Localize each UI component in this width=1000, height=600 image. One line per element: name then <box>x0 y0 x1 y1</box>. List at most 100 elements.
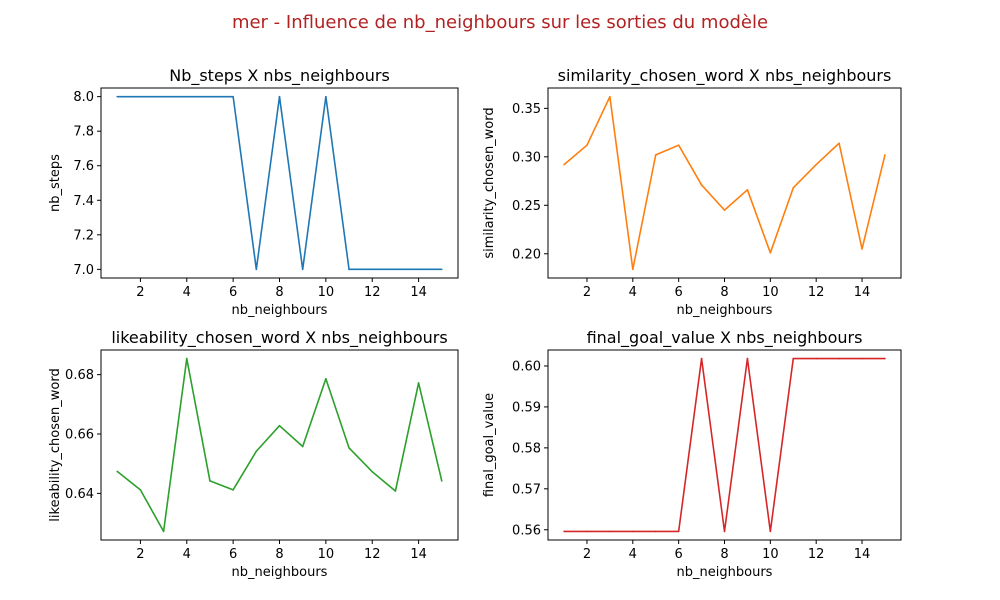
subplot-3: likeability_chosen_word X nbs_neighbours… <box>48 328 459 580</box>
x-tick-label: 2 <box>136 547 144 562</box>
x-tick-label: 14 <box>854 285 871 300</box>
data-point <box>769 530 772 533</box>
data-point <box>746 357 749 360</box>
data-point <box>209 95 211 98</box>
data-point <box>746 188 749 191</box>
data-point <box>301 268 304 271</box>
data-point <box>394 268 397 271</box>
data-point <box>632 268 634 271</box>
y-axis-label: final_goal_value <box>482 393 497 497</box>
plot-frame <box>547 349 902 541</box>
data-point <box>723 209 726 211</box>
data-point <box>563 163 565 166</box>
x-tick-label: 4 <box>183 285 191 300</box>
data-point <box>417 382 420 384</box>
data-point <box>563 530 565 533</box>
data-point <box>838 142 840 145</box>
data-point <box>861 248 863 250</box>
series-line <box>117 95 442 271</box>
y-tick-label: 0.59 <box>512 400 541 415</box>
data-point <box>139 489 142 491</box>
data-point <box>700 184 703 186</box>
data-point <box>792 187 795 189</box>
y-tick-label: 0.20 <box>512 247 541 262</box>
subplot-title: similarity_chosen_word X nbs_neighbours <box>558 66 892 86</box>
data-point <box>677 530 680 533</box>
data-point <box>440 268 443 271</box>
subplot-1: Nb_steps X nbs_neighbours 2 4 6 8 10 12 14 7.0 7.… <box>48 66 459 318</box>
data-point <box>348 447 350 449</box>
y-tick-label: 0.30 <box>512 150 541 165</box>
data-point <box>440 480 443 482</box>
data-point <box>609 530 611 533</box>
x-tick-label: 10 <box>762 285 779 300</box>
x-tick-label: 14 <box>410 285 427 300</box>
data-point <box>348 268 350 271</box>
y-axis-label: likeability_chosen_word <box>48 368 63 521</box>
x-tick-label: 6 <box>675 285 683 300</box>
x-tick-label: 10 <box>762 547 779 562</box>
x-tick-label: 10 <box>318 285 335 300</box>
data-point <box>884 154 886 156</box>
data-point <box>139 95 142 98</box>
data-point <box>417 268 420 271</box>
y-tick-label: 7.8 <box>73 125 94 140</box>
subplot-title: likeability_chosen_word X nbs_neighbours <box>111 328 447 348</box>
series-line <box>116 357 443 533</box>
y-tick-label: 7.6 <box>73 159 94 174</box>
data-point <box>371 470 374 473</box>
series-line <box>564 357 885 533</box>
series-line <box>563 95 886 271</box>
plot-frame <box>547 87 902 279</box>
x-tick-label: 8 <box>720 547 728 562</box>
y-tick-label: 8.0 <box>73 90 94 105</box>
data-point <box>325 95 327 98</box>
data-point <box>394 490 397 492</box>
plot-frame <box>100 87 459 279</box>
y-axis-label: similarity_chosen_word <box>482 107 497 258</box>
x-tick-label: 10 <box>318 547 335 562</box>
y-tick-label: 0.57 <box>512 482 541 497</box>
data-point <box>586 144 588 146</box>
x-tick-label: 8 <box>275 547 283 562</box>
subplot-title: Nb_steps X nbs_neighbours <box>169 66 390 86</box>
x-tick-label: 14 <box>854 547 871 562</box>
data-point <box>255 268 258 271</box>
data-point <box>884 357 886 360</box>
data-point <box>723 530 726 533</box>
subplot-4: final_goal_value X nbs_neighbours 2 4 6 8 10 1… <box>482 328 902 580</box>
y-tick-label: 0.68 <box>65 368 94 383</box>
y-tick-label: 0.56 <box>512 523 541 538</box>
data-point <box>116 470 119 473</box>
x-tick-label: 2 <box>583 285 591 300</box>
x-tick-label: 6 <box>229 547 237 562</box>
x-tick-label: 6 <box>675 547 683 562</box>
data-point <box>609 95 611 98</box>
data-point <box>185 95 188 98</box>
data-point <box>677 144 680 146</box>
x-tick-label: 12 <box>364 285 381 300</box>
data-point <box>792 357 795 360</box>
x-tick-label: 12 <box>808 547 825 562</box>
x-tick-label: 2 <box>583 547 591 562</box>
y-tick-label: 0.64 <box>65 487 94 502</box>
x-axis-label: nb_neighbours <box>677 303 773 318</box>
data-point <box>162 95 165 98</box>
y-tick-label: 7.4 <box>73 194 94 209</box>
data-point <box>632 530 634 533</box>
data-point <box>232 95 234 98</box>
x-tick-label: 4 <box>629 547 637 562</box>
data-point <box>185 357 188 360</box>
subplot-title: final_goal_value X nbs_neighbours <box>587 328 863 348</box>
x-tick-label: 4 <box>183 547 191 562</box>
figure-title: mer - Influence de nb_neighbours sur les… <box>232 12 768 33</box>
data-point <box>700 357 703 360</box>
y-axis-label: nb_steps <box>48 154 63 212</box>
y-tick-label: 0.66 <box>65 428 94 443</box>
plot-frame <box>100 349 459 541</box>
data-point <box>654 530 657 533</box>
data-point <box>861 357 863 360</box>
data-point <box>815 357 817 360</box>
x-axis-label: nb_neighbours <box>232 565 328 580</box>
